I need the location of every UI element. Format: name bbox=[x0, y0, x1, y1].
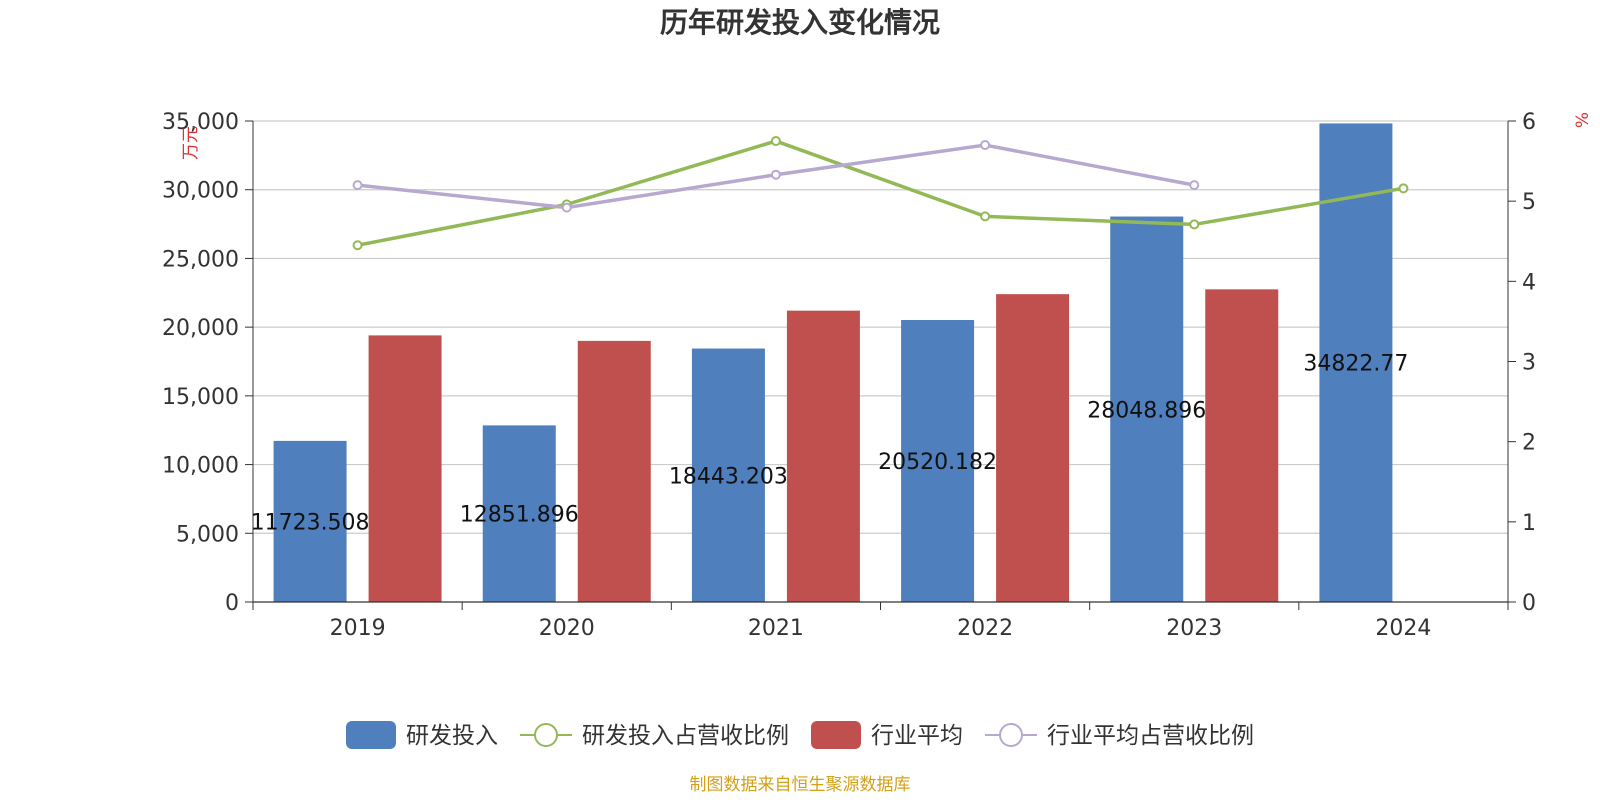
legend-marker bbox=[999, 723, 1023, 747]
lines bbox=[352, 136, 1409, 251]
industry-ratio-point bbox=[770, 169, 781, 180]
legend-marker bbox=[534, 723, 558, 747]
left-axis-tick-label: 30,000 bbox=[162, 179, 239, 204]
left-axis-tick-label: 35,000 bbox=[162, 110, 239, 135]
right-axis-tick-label: 3 bbox=[1522, 351, 1536, 376]
bar-value-label: 20520.182 bbox=[878, 450, 997, 475]
industry-ratio-point bbox=[980, 140, 991, 151]
left-axis-unit: 万元 bbox=[181, 126, 201, 160]
left-axis-tick-label: 15,000 bbox=[162, 385, 239, 410]
left-axis-tick-label: 0 bbox=[225, 591, 239, 616]
legend-label: 行业平均占营收比例 bbox=[1047, 723, 1254, 749]
industry-average-bar bbox=[786, 310, 860, 602]
bar-value-label: 18443.203 bbox=[669, 464, 788, 489]
data-labels: 11723.508 12851.896 18443.203 20520.182 2804… bbox=[251, 352, 1409, 536]
rd-ratio-point bbox=[352, 240, 363, 251]
right-axis-tick-label: 5 bbox=[1522, 190, 1536, 215]
industry-ratio-point bbox=[1189, 180, 1200, 191]
chart-title: 历年研发投入变化情况 bbox=[660, 6, 940, 39]
bar-value-label: 12851.896 bbox=[460, 503, 579, 528]
rd-investment-bar bbox=[901, 319, 975, 602]
industry-average-bar bbox=[577, 340, 651, 602]
rd-ratio-point bbox=[1189, 219, 1200, 230]
x-axis-tick-label: 2024 bbox=[1375, 616, 1431, 641]
legend-label: 研发投入 bbox=[406, 723, 498, 749]
rd-investment-bar bbox=[273, 440, 347, 602]
rd-ratio-point bbox=[1398, 183, 1409, 194]
right-axis-tick-label: 4 bbox=[1522, 270, 1536, 295]
rd-investment-bar bbox=[691, 348, 765, 602]
legend-bar-swatch bbox=[811, 721, 861, 749]
x-axis-tick-label: 2020 bbox=[539, 616, 595, 641]
industry-average-bar bbox=[368, 335, 442, 602]
x-axis-tick-label: 2023 bbox=[1166, 616, 1222, 641]
right-axis-tick-label: 6 bbox=[1522, 110, 1536, 135]
rd-ratio-point bbox=[770, 136, 781, 147]
source-text: 制图数据来自恒生聚源数据库 bbox=[690, 775, 911, 795]
axes: 0 5,000 10,000 15,000 20,000 25,000 30,000 35,0… bbox=[162, 110, 1536, 641]
legend: 研发投入 研发投入占营收比例 行业平均 行业平均占营收比例 bbox=[346, 721, 1254, 749]
left-axis-tick-label: 10,000 bbox=[162, 454, 239, 479]
legend-label: 研发投入占营收比例 bbox=[582, 723, 789, 749]
bar-value-label: 11723.508 bbox=[251, 510, 370, 535]
x-axis-tick-label: 2021 bbox=[748, 616, 804, 641]
industry-ratio-point bbox=[561, 202, 572, 213]
gridlines bbox=[253, 120, 1508, 534]
bar-value-label: 28048.896 bbox=[1087, 398, 1206, 423]
bar-value-label: 34822.77 bbox=[1303, 352, 1408, 377]
x-axis-tick-label: 2022 bbox=[957, 616, 1013, 641]
legend-bar-swatch bbox=[346, 721, 396, 749]
left-axis-tick-label: 20,000 bbox=[162, 316, 239, 341]
rd-ratio-line bbox=[357, 139, 1404, 247]
rd-investment-bar bbox=[482, 425, 556, 602]
left-axis-tick-label: 5,000 bbox=[176, 522, 239, 547]
right-axis-tick-label: 1 bbox=[1522, 511, 1536, 536]
bars bbox=[273, 123, 1393, 603]
right-axis-tick-label: 0 bbox=[1522, 591, 1536, 616]
x-axis-tick-label: 2019 bbox=[330, 616, 386, 641]
rd-investment-bar bbox=[1110, 216, 1184, 603]
right-axis-tick-label: 2 bbox=[1522, 431, 1536, 456]
industry-average-bar bbox=[1205, 289, 1279, 602]
legend-label: 行业平均 bbox=[871, 723, 963, 749]
industry-ratio-point bbox=[352, 180, 363, 191]
rd-investment-bar bbox=[1319, 123, 1393, 603]
industry-average-bar bbox=[996, 294, 1070, 602]
right-axis-unit: % bbox=[1573, 112, 1593, 128]
rd-ratio-point bbox=[980, 211, 991, 222]
left-axis-tick-label: 25,000 bbox=[162, 247, 239, 272]
